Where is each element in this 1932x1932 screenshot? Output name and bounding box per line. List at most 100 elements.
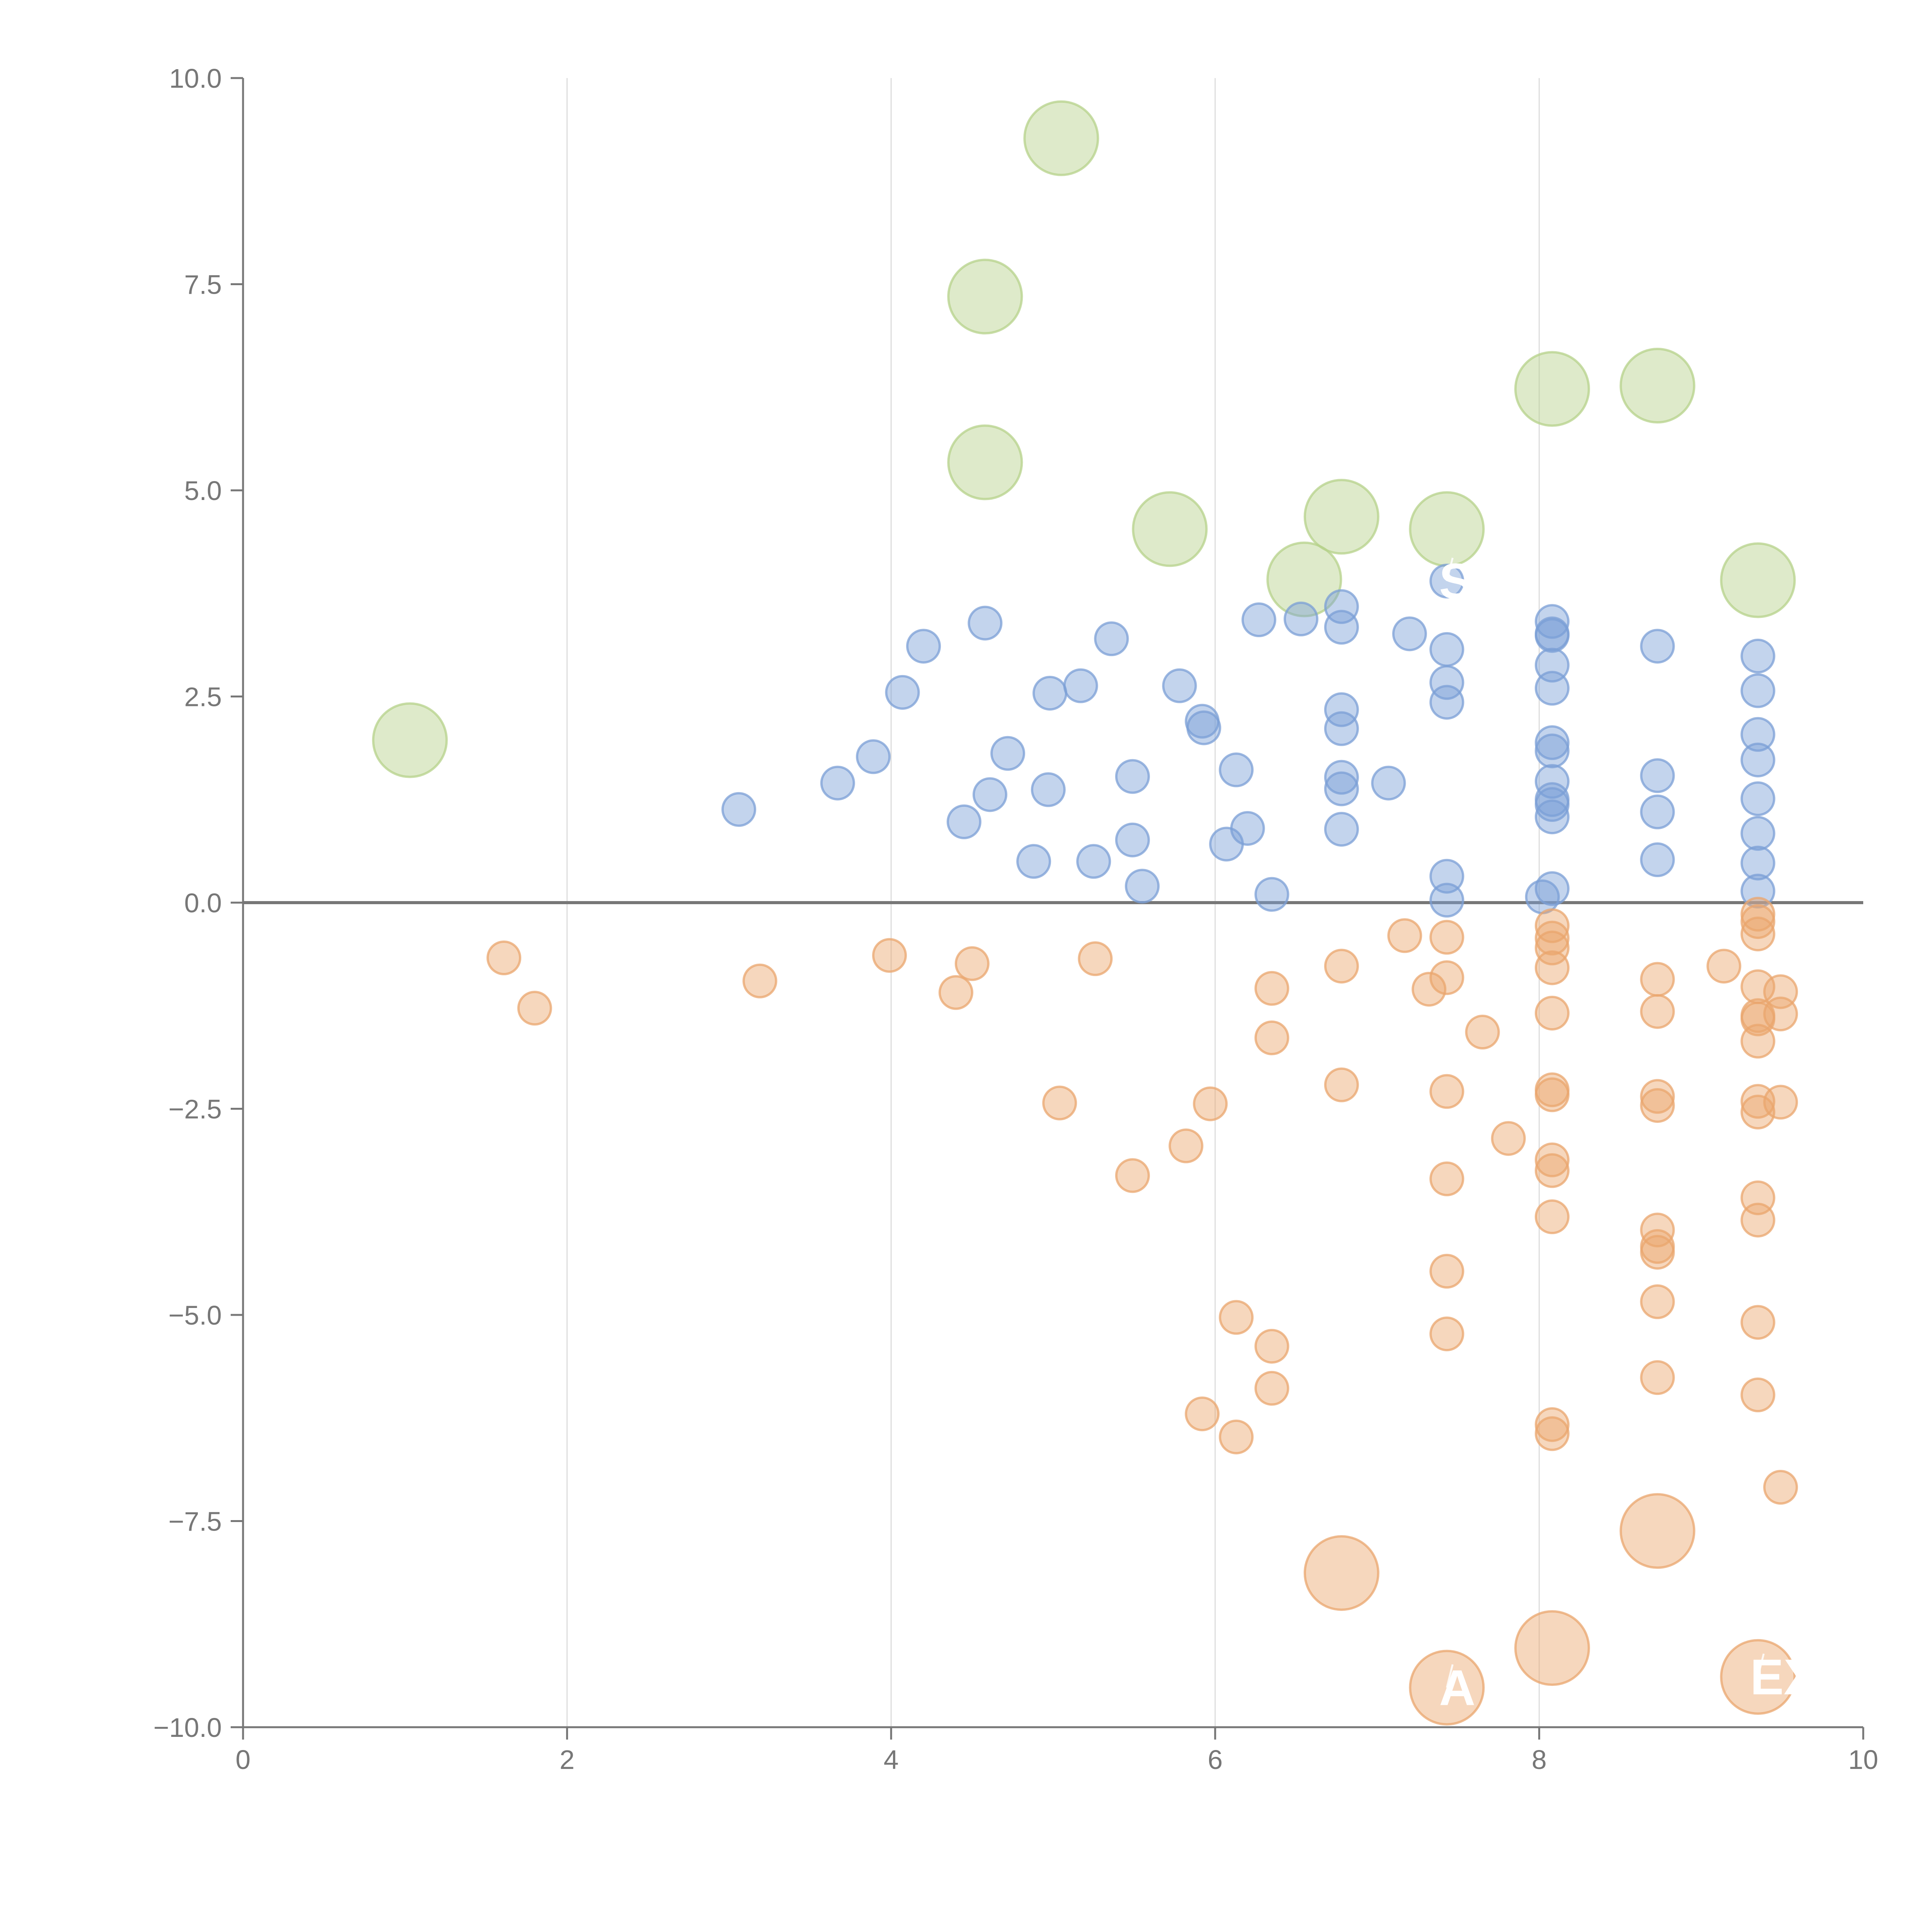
positive-point xyxy=(1740,816,1776,851)
negative-point xyxy=(1429,1161,1464,1196)
positive-point xyxy=(1016,844,1051,879)
positive-point xyxy=(1094,621,1129,656)
negative-point xyxy=(1465,1015,1500,1050)
positive-point xyxy=(1324,610,1359,645)
negative-point xyxy=(1115,1158,1150,1193)
positive-point xyxy=(1063,668,1098,703)
positive-point xyxy=(1640,842,1675,878)
negative-point xyxy=(1763,1470,1798,1505)
negative-point xyxy=(1763,997,1798,1032)
negative-point xyxy=(1740,1202,1776,1238)
positive-point xyxy=(1534,616,1570,651)
negative-point xyxy=(1185,1396,1220,1432)
positive-point xyxy=(1640,794,1675,830)
negative-point xyxy=(954,946,990,981)
negative-point xyxy=(1193,1086,1228,1121)
positive-point xyxy=(1125,869,1160,904)
x-tick-label: 2 xyxy=(560,1745,575,1775)
negative-point xyxy=(1534,930,1570,966)
negative-point xyxy=(1740,1095,1776,1130)
positive-point xyxy=(1392,616,1427,651)
annotation-label: S xyxy=(1439,553,1473,609)
positive-point xyxy=(1740,781,1776,816)
negative-point xyxy=(1429,920,1464,955)
positive-point xyxy=(1076,844,1111,879)
negative-point xyxy=(1534,950,1570,985)
positive-point xyxy=(968,605,1003,641)
negative-point xyxy=(1429,960,1464,995)
negative-point xyxy=(938,975,973,1010)
negative-point xyxy=(1534,1199,1570,1235)
negative-point xyxy=(1640,1235,1675,1270)
positive-point xyxy=(1740,638,1776,673)
positive-point xyxy=(1740,845,1776,881)
x-tick-label: 10 xyxy=(1848,1745,1878,1775)
x-tick-label: 4 xyxy=(884,1745,899,1775)
negative-point xyxy=(1168,1128,1204,1163)
data-points xyxy=(372,100,1798,1726)
negative-point xyxy=(1740,917,1776,952)
negative-point xyxy=(1640,1284,1675,1319)
annotation-label: A xyxy=(1439,1660,1475,1716)
positive-point xyxy=(1534,733,1570,769)
positive-point xyxy=(721,792,757,827)
highlighted-negative-point xyxy=(1514,1610,1590,1686)
negative-point xyxy=(1429,1074,1464,1109)
negative-point xyxy=(1042,1085,1077,1121)
negative-point xyxy=(1534,1153,1570,1188)
positive-point xyxy=(1534,671,1570,706)
negative-point xyxy=(1219,1419,1254,1454)
positive-point xyxy=(972,777,1007,812)
negative-point xyxy=(1219,1300,1254,1335)
positive-point xyxy=(1640,758,1675,793)
negative-point xyxy=(1254,1329,1289,1364)
negative-point xyxy=(1534,920,1570,956)
positive-point xyxy=(906,629,941,664)
positive-point xyxy=(990,736,1026,771)
highlighted-positive-point xyxy=(947,259,1023,335)
positive-point xyxy=(1324,771,1359,806)
positive-point xyxy=(1284,601,1319,636)
positive-point xyxy=(1230,811,1265,846)
y-tick-label: 0.0 xyxy=(184,888,222,918)
positive-point xyxy=(1740,717,1776,752)
positive-point xyxy=(1429,883,1464,918)
positive-point xyxy=(1032,675,1068,711)
positive-point xyxy=(1740,673,1776,708)
positive-point xyxy=(885,675,920,710)
y-tick-label: −2.5 xyxy=(168,1094,222,1124)
y-tick-label: −10.0 xyxy=(153,1713,222,1743)
positive-point xyxy=(1242,602,1277,638)
negative-point xyxy=(1740,1024,1776,1059)
positive-point xyxy=(1324,711,1359,746)
x-tick-label: 0 xyxy=(236,1745,251,1775)
y-tick-label: 2.5 xyxy=(184,682,222,712)
annotation-leader xyxy=(1446,1664,1454,1688)
negative-point xyxy=(1640,994,1675,1029)
negative-point xyxy=(1412,972,1447,1007)
positive-point xyxy=(1429,632,1464,667)
negative-point xyxy=(1324,1067,1359,1102)
negative-point xyxy=(1740,896,1776,932)
highlighted-positive-point xyxy=(1266,541,1342,617)
negative-point xyxy=(1640,1079,1675,1114)
positive-point xyxy=(1324,589,1359,624)
positive-point xyxy=(1115,759,1150,794)
positive-point xyxy=(1534,725,1570,760)
annotation-label: EXS xyxy=(1750,1649,1850,1705)
positive-point xyxy=(820,765,855,801)
highlighted-negative-point xyxy=(1619,1493,1696,1569)
positive-point xyxy=(1324,812,1359,847)
annotation-leader xyxy=(1446,558,1454,582)
positive-point xyxy=(1219,752,1254,787)
negative-point xyxy=(1640,1088,1675,1123)
negative-point xyxy=(1254,1371,1289,1406)
negative-point xyxy=(872,938,907,973)
positive-point xyxy=(1534,787,1570,822)
highlighted-positive-point xyxy=(1514,351,1590,427)
positive-point xyxy=(1740,742,1776,777)
negative-point xyxy=(517,991,552,1026)
annotations: S A EXS xyxy=(1439,553,1850,1716)
positive-point xyxy=(1534,871,1570,906)
